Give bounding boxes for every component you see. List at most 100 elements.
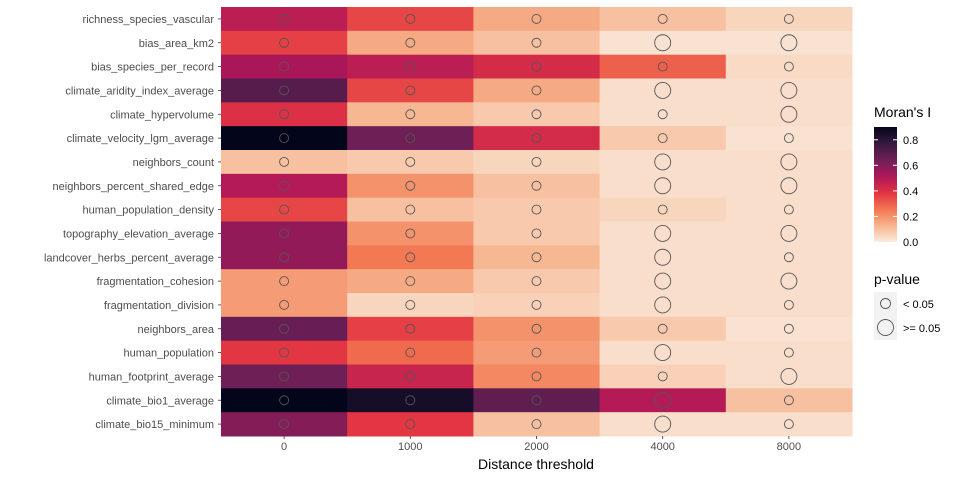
colorbar-tick-label: 0.2 (903, 211, 918, 223)
heatmap-cell (473, 412, 601, 437)
pvalue-marker (654, 415, 672, 433)
pvalue-marker (780, 367, 798, 385)
pvalue-marker (531, 371, 542, 382)
pvalue-marker (531, 133, 542, 144)
heatmap-cell (473, 388, 601, 413)
pvalue-marker (279, 371, 290, 382)
pvalue-marker (531, 37, 542, 48)
pvalue-key-large-circle (877, 319, 894, 336)
heatmap-cell (221, 388, 348, 413)
heatmap-cell (725, 126, 853, 151)
pvalue-marker (531, 180, 542, 191)
pvalue-marker (657, 61, 668, 72)
heatmap-cell (725, 316, 853, 342)
pvalue-marker (405, 109, 416, 120)
heatmap-cell (347, 126, 474, 151)
color-legend: Moran's I 0.0 0.2 0.4 0.6 0.8 (874, 104, 931, 249)
heatmap-cell (347, 269, 474, 294)
y-axis-labels: richness_species_vascular bias_area_km2bi… (44, 14, 221, 431)
pvalue-marker (654, 81, 672, 99)
heatmap-cell (221, 245, 348, 270)
heatmap-cell (473, 340, 601, 365)
heatmap-cell (347, 7, 474, 32)
pvalue-marker (531, 299, 542, 310)
pvalue-marker (657, 109, 668, 120)
pvalue-marker (405, 228, 416, 239)
pvalue-marker (783, 252, 794, 263)
pvalue-marker (654, 248, 672, 266)
pvalue-marker (279, 299, 290, 310)
colorbar (874, 127, 897, 242)
heatmap-cell (221, 126, 348, 151)
pvalue-marker (780, 105, 798, 123)
heatmap-cell (347, 78, 474, 103)
y-tick-label: landcover_herbs_percent_average (44, 252, 214, 264)
heatmap-cell (599, 197, 727, 222)
pvalue-marker (279, 323, 290, 334)
y-tick-label: neighbors_count (133, 157, 214, 169)
heatmap-cell (221, 221, 348, 246)
heatmap-cell (599, 7, 727, 32)
pvalue-key-bg-1 (874, 292, 897, 315)
pvalue-marker (405, 276, 416, 287)
x-tick-label: 8000 (777, 441, 801, 453)
pvalue-marker (654, 391, 672, 409)
pvalue-marker (405, 323, 416, 334)
heatmap-cell (725, 245, 853, 270)
colorbar-tick-label: 0.0 (903, 237, 918, 249)
pvalue-marker (405, 204, 416, 215)
pvalue-marker (405, 85, 416, 96)
pvalue-marker (279, 180, 290, 191)
heatmap-cell (473, 54, 601, 79)
heatmap-cell (347, 30, 474, 56)
heatmap-cell (221, 269, 348, 294)
pvalue-marker (654, 224, 672, 242)
pvalue-marker (654, 34, 672, 52)
heatmap-cell (725, 197, 853, 222)
heatmap-cell (725, 54, 853, 79)
pvalue-marker (405, 347, 416, 358)
pvalue-marker (279, 85, 290, 96)
pvalue-marker (405, 61, 416, 72)
pvalue-markers (279, 13, 798, 433)
pvalue-marker (405, 299, 416, 310)
pvalue-marker (780, 177, 798, 195)
heatmap-cell (221, 102, 348, 127)
pvalue-marker (783, 13, 794, 24)
pvalue-marker (531, 347, 542, 358)
heatmap-cell (473, 197, 601, 222)
y-tick-label: climate_bio1_average (106, 395, 214, 407)
heatmap-cell (221, 293, 348, 318)
y-tick-label: climate_bio15_minimum (95, 419, 214, 431)
heatmap-cell (347, 221, 474, 246)
pvalue-marker (279, 395, 290, 406)
heatmap-cell (221, 173, 348, 199)
pvalue-marker (279, 156, 290, 167)
x-tick-label: 1000 (398, 441, 422, 453)
pvalue-key-small-circle (880, 298, 891, 309)
heatmap-cell (473, 269, 601, 294)
pvalue-marker (405, 37, 416, 48)
heatmap-cell (347, 102, 474, 127)
pvalue-marker (654, 296, 672, 314)
heatmap-cell (347, 245, 474, 270)
heatmap-cell (347, 364, 474, 389)
pvalue-marker (654, 177, 672, 195)
pvalue-marker (531, 85, 542, 96)
heatmap-cell (473, 102, 601, 127)
pvalue-marker (783, 323, 794, 334)
heatmap-cell (473, 316, 601, 342)
pvalue-marker (405, 252, 416, 263)
pvalue-marker (405, 133, 416, 144)
heatmap-cells (221, 7, 853, 437)
heatmap-cell (347, 388, 474, 413)
colorbar-ticks: 0.0 0.2 0.4 0.6 0.8 (874, 135, 918, 249)
y-tick-label: richness_species_vascular (83, 14, 215, 26)
heatmap-cell (221, 150, 348, 175)
pvalue-marker (531, 109, 542, 120)
heatmap-cell (599, 364, 727, 389)
pvalue-marker (657, 133, 668, 144)
pvalue-marker (654, 153, 672, 171)
heatmap-cell (473, 221, 601, 246)
